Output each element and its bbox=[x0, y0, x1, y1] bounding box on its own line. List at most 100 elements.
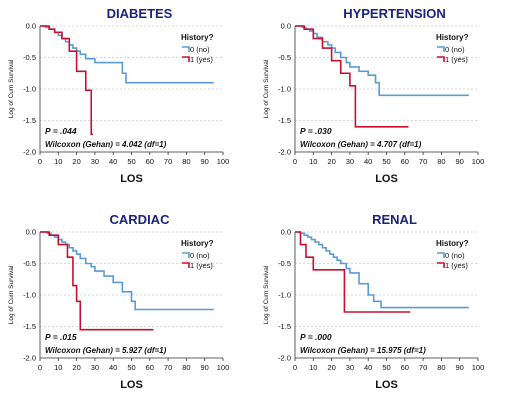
series-line-no bbox=[295, 231, 469, 309]
x-tick-label: 60 bbox=[146, 363, 154, 372]
x-tick-label: 10 bbox=[54, 363, 62, 372]
chart-panel: CARDIAC 0.0 -0.5 -1.0 -1.5 -2.00 10 20 30 40 50 60 7… bbox=[8, 212, 229, 391]
y-tick-label: -1.5 bbox=[278, 322, 291, 331]
x-tick-label: 80 bbox=[437, 157, 445, 166]
x-axis-label: LOS bbox=[120, 379, 143, 391]
y-tick-label: 0.0 bbox=[26, 22, 36, 31]
p-value-label: P = .030 bbox=[300, 126, 332, 136]
x-tick-label: 80 bbox=[182, 157, 190, 166]
chart-panel: HYPERTENSION 0.0 -0.5 -1.0 -1.5 -2.00 10 20 30 40… bbox=[263, 6, 484, 185]
series-line-no bbox=[40, 231, 214, 311]
x-tick-label: 80 bbox=[182, 363, 190, 372]
x-tick-label: 40 bbox=[364, 157, 372, 166]
x-tick-label: 30 bbox=[91, 363, 99, 372]
legend-title: History? bbox=[436, 33, 469, 42]
x-tick-label: 70 bbox=[164, 157, 172, 166]
x-tick-label: 100 bbox=[217, 157, 230, 166]
x-tick-label: 30 bbox=[346, 157, 354, 166]
series-line-no bbox=[295, 25, 469, 97]
x-tick-label: 30 bbox=[346, 363, 354, 372]
x-tick-label: 100 bbox=[472, 157, 485, 166]
y-tick-label: -0.5 bbox=[278, 53, 291, 62]
x-tick-label: 60 bbox=[401, 157, 409, 166]
p-value-label: P = .000 bbox=[300, 332, 332, 342]
chart-panel: RENAL 0.0 -0.5 -1.0 -1.5 -2.00 10 20 30 40 50 60 70 8… bbox=[263, 212, 484, 391]
y-axis-label: Log of Cum Survival bbox=[8, 265, 15, 324]
y-tick-label: -1.5 bbox=[23, 116, 36, 125]
chart-panel: DIABETES 0.0 -0.5 -1.0 -1.5 -2.00 10 20 30 40 50 60… bbox=[8, 6, 229, 185]
series-line-yes bbox=[40, 25, 94, 136]
y-tick-label: -1.5 bbox=[23, 322, 36, 331]
y-tick-label: -2.0 bbox=[278, 148, 291, 157]
y-tick-label: -1.5 bbox=[278, 116, 291, 125]
x-axis-label: LOS bbox=[375, 379, 398, 391]
legend-swatch bbox=[437, 56, 445, 62]
y-tick-label: 0.0 bbox=[26, 228, 36, 237]
legend-title: History? bbox=[181, 33, 214, 42]
y-tick-label: -2.0 bbox=[23, 148, 36, 157]
p-value-label: P = .044 bbox=[45, 126, 77, 136]
legend-entry: 0 (no) bbox=[445, 251, 465, 260]
series-line-yes bbox=[295, 25, 409, 128]
x-tick-label: 90 bbox=[456, 157, 464, 166]
chart-title: HYPERTENSION bbox=[343, 6, 446, 21]
x-tick-label: 100 bbox=[472, 363, 485, 372]
legend-title: History? bbox=[436, 239, 469, 248]
legend-swatch bbox=[437, 262, 445, 268]
legend-title: History? bbox=[181, 239, 214, 248]
x-tick-label: 90 bbox=[201, 157, 209, 166]
wilcoxon-label: Wilcoxon (Gehan) = 5.927 (df=1) bbox=[45, 346, 167, 355]
x-tick-label: 20 bbox=[327, 363, 335, 372]
legend-swatch bbox=[182, 252, 190, 258]
y-tick-label: -0.5 bbox=[23, 53, 36, 62]
x-tick-label: 0 bbox=[293, 157, 297, 166]
x-tick-label: 80 bbox=[437, 363, 445, 372]
p-value-label: P = .015 bbox=[45, 332, 77, 342]
legend-swatch bbox=[437, 46, 445, 52]
wilcoxon-label: Wilcoxon (Gehan) = 4.042 (df=1) bbox=[45, 140, 167, 149]
x-tick-label: 30 bbox=[91, 157, 99, 166]
x-tick-label: 50 bbox=[127, 157, 135, 166]
legend-swatch bbox=[182, 262, 190, 268]
y-tick-label: -1.0 bbox=[278, 85, 291, 94]
legend-entry: 0 (no) bbox=[445, 45, 465, 54]
x-tick-label: 10 bbox=[309, 157, 317, 166]
x-tick-label: 10 bbox=[54, 157, 62, 166]
x-tick-label: 40 bbox=[109, 157, 117, 166]
x-tick-label: 90 bbox=[201, 363, 209, 372]
series-line-yes bbox=[295, 231, 411, 313]
x-tick-label: 0 bbox=[38, 157, 42, 166]
x-tick-label: 20 bbox=[327, 157, 335, 166]
x-tick-label: 100 bbox=[217, 363, 230, 372]
y-tick-label: -2.0 bbox=[278, 354, 291, 363]
legend-swatch bbox=[182, 56, 190, 62]
y-axis-label: Log of Cum Survival bbox=[8, 59, 15, 118]
x-tick-label: 70 bbox=[419, 157, 427, 166]
series-line-yes bbox=[40, 231, 154, 331]
y-tick-label: -1.0 bbox=[278, 291, 291, 300]
legend-entry: 0 (no) bbox=[190, 45, 210, 54]
x-tick-label: 50 bbox=[382, 363, 390, 372]
x-tick-label: 60 bbox=[146, 157, 154, 166]
legend-swatch bbox=[182, 46, 190, 52]
y-tick-label: 0.0 bbox=[281, 228, 291, 237]
x-tick-label: 0 bbox=[293, 363, 297, 372]
wilcoxon-label: Wilcoxon (Gehan) = 4.707 (df=1) bbox=[300, 140, 422, 149]
y-tick-label: -1.0 bbox=[23, 85, 36, 94]
y-tick-label: 0.0 bbox=[281, 22, 291, 31]
legend-entry: 1 (yes) bbox=[445, 55, 468, 64]
chart-title: CARDIAC bbox=[110, 212, 171, 227]
x-tick-label: 70 bbox=[164, 363, 172, 372]
wilcoxon-label: Wilcoxon (Gehan) = 15.975 (df=1) bbox=[300, 346, 426, 355]
x-tick-label: 10 bbox=[309, 363, 317, 372]
legend-entry: 0 (no) bbox=[190, 251, 210, 260]
x-tick-label: 60 bbox=[401, 363, 409, 372]
legend-entry: 1 (yes) bbox=[445, 261, 468, 270]
x-tick-label: 40 bbox=[109, 363, 117, 372]
y-axis-label: Log of Cum Survival bbox=[263, 265, 270, 324]
y-tick-label: -0.5 bbox=[23, 259, 36, 268]
legend-entry: 1 (yes) bbox=[190, 55, 213, 64]
x-tick-label: 70 bbox=[419, 363, 427, 372]
x-tick-label: 20 bbox=[72, 363, 80, 372]
